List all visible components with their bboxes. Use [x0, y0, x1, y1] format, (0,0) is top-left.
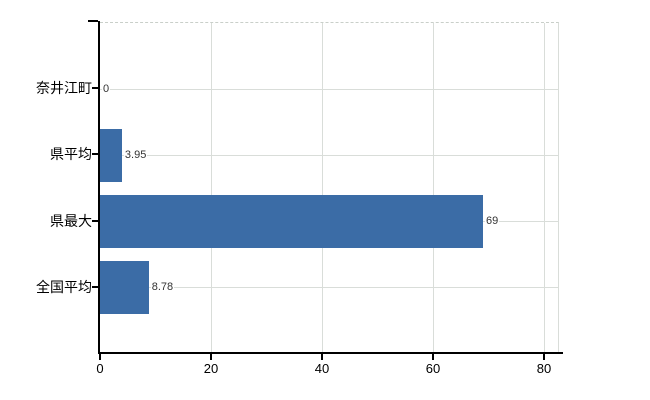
value-label: 69	[484, 215, 500, 229]
x-axis-tick	[432, 354, 434, 360]
bar	[100, 128, 122, 182]
gridline-vertical	[543, 23, 545, 353]
category-label: 県最大	[50, 212, 92, 229]
y-axis-tick	[92, 87, 98, 90]
value-label: 0	[102, 82, 111, 96]
x-tick-label: 20	[203, 361, 219, 376]
value-label: 8.78	[150, 281, 175, 295]
category-label: 奈井江町	[36, 80, 92, 97]
category-label: 全国平均	[36, 278, 92, 295]
y-axis-line	[98, 21, 100, 354]
x-tick-label: 40	[314, 361, 330, 376]
gridline-horizontal	[100, 287, 558, 289]
x-axis-tick	[210, 354, 212, 360]
y-axis-tick	[92, 153, 98, 156]
x-tick-label: 80	[536, 361, 552, 376]
gridline-vertical	[321, 23, 323, 353]
bar	[100, 195, 483, 249]
category-label: 県平均	[50, 146, 92, 163]
y-axis-top-tick	[88, 20, 98, 22]
bar	[100, 261, 149, 315]
gridline-vertical	[432, 23, 434, 353]
x-axis-tick	[321, 354, 323, 360]
value-label: 3.95	[123, 148, 148, 162]
gridline-horizontal	[100, 88, 558, 90]
x-tick-label: 60	[425, 361, 441, 376]
x-axis-tick	[543, 354, 545, 360]
x-axis-tick	[99, 354, 101, 360]
y-axis-tick	[92, 219, 98, 222]
x-tick-label: 0	[96, 361, 104, 376]
y-axis-tick	[92, 285, 98, 288]
x-axis-line	[98, 352, 563, 354]
gridline-vertical	[210, 23, 212, 353]
gridline-horizontal	[100, 154, 558, 156]
plot-area: 0 3.95 69 8.78	[100, 22, 559, 353]
